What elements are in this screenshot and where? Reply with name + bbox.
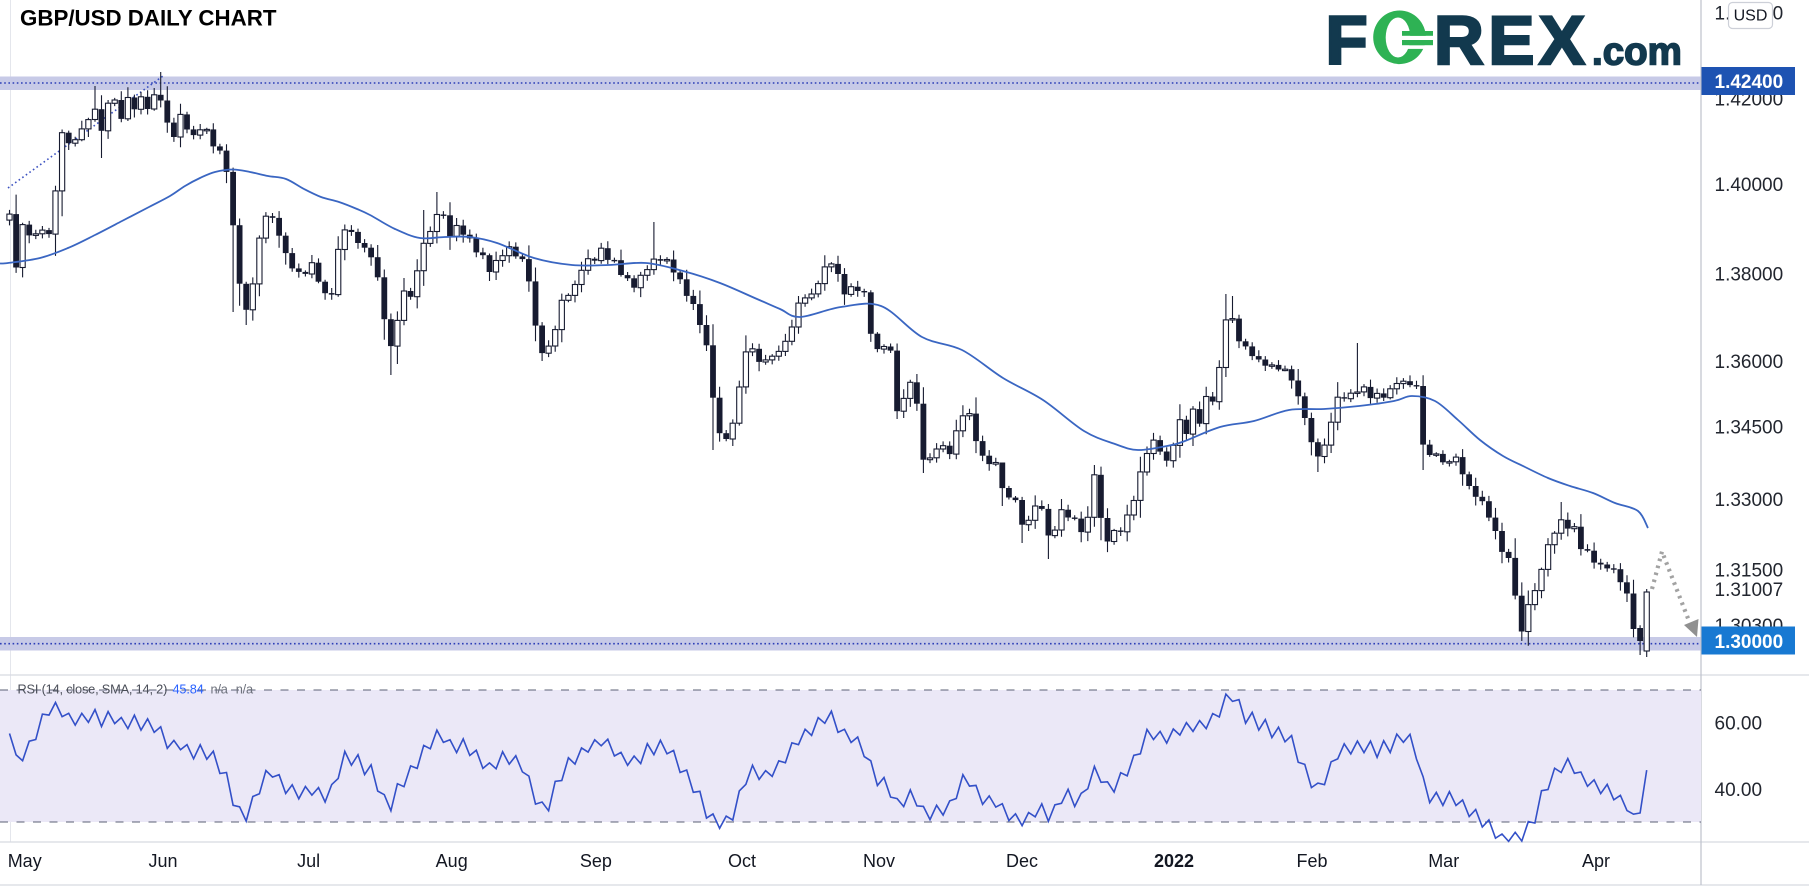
- svg-text:Nov: Nov: [863, 851, 895, 871]
- svg-text:Aug: Aug: [436, 851, 468, 871]
- svg-text:Jun: Jun: [148, 851, 177, 871]
- svg-text:1.34500: 1.34500: [1715, 417, 1784, 438]
- svg-text:GBP/USD DAILY CHART: GBP/USD DAILY CHART: [20, 6, 277, 31]
- svg-text:Dec: Dec: [1006, 851, 1038, 871]
- svg-text:60.00: 60.00: [1715, 713, 1763, 734]
- svg-text:2022: 2022: [1154, 851, 1194, 871]
- svg-text:1.30000: 1.30000: [1715, 632, 1784, 653]
- svg-text:1.31007: 1.31007: [1715, 580, 1784, 601]
- svg-text:USD: USD: [1734, 8, 1768, 25]
- svg-text:May: May: [8, 851, 42, 871]
- svg-text:Apr: Apr: [1582, 851, 1610, 871]
- svg-text:Sep: Sep: [580, 851, 612, 871]
- svg-text:Mar: Mar: [1428, 851, 1459, 871]
- svg-text:Oct: Oct: [728, 851, 756, 871]
- svg-text:1.33000: 1.33000: [1715, 490, 1784, 511]
- svg-text:F: F: [1326, 2, 1368, 79]
- svg-text:REX: REX: [1434, 2, 1589, 79]
- svg-text:Feb: Feb: [1296, 851, 1327, 871]
- svg-text:1.38000: 1.38000: [1715, 264, 1784, 285]
- svg-text:40.00: 40.00: [1715, 780, 1763, 801]
- svg-text:1.42400: 1.42400: [1715, 72, 1784, 93]
- svg-text:1.40000: 1.40000: [1715, 175, 1784, 196]
- svg-text:1.31500: 1.31500: [1715, 561, 1784, 582]
- svg-text:RSI (14, close, SMA, 14, 2) 45: RSI (14, close, SMA, 14, 2) 45.84 n/a n/a: [18, 682, 255, 697]
- svg-text:Jul: Jul: [297, 851, 320, 871]
- svg-text:1.36000: 1.36000: [1715, 352, 1784, 373]
- svg-text:.com: .com: [1592, 31, 1682, 74]
